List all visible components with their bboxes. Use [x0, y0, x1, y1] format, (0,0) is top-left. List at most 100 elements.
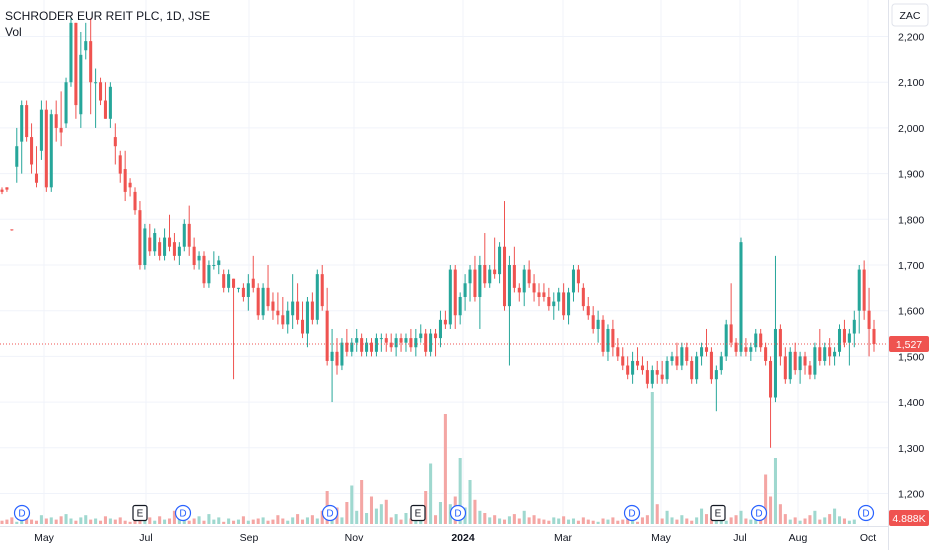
- volume-bar: [251, 519, 255, 524]
- volume-bar: [650, 392, 654, 524]
- candle-body: [438, 319, 442, 339]
- volume-bar: [778, 504, 782, 524]
- volume-bar: [670, 517, 674, 524]
- candle-body: [645, 370, 649, 384]
- volume-bar: [438, 502, 442, 524]
- candle-body: [355, 338, 359, 343]
- candle-body: [89, 41, 93, 83]
- candle-body: [488, 269, 492, 284]
- volume-bar: [483, 513, 487, 524]
- volume-bar: [232, 520, 236, 524]
- volume-bar: [645, 515, 649, 524]
- candle-body: [320, 274, 324, 307]
- earnings-marker: E: [710, 504, 726, 522]
- candle-body: [680, 347, 684, 366]
- currency-box: [891, 3, 929, 27]
- volume-bar: [852, 519, 856, 524]
- candle-body: [621, 356, 625, 366]
- volume-bar: [542, 519, 546, 524]
- candle-body: [207, 265, 211, 284]
- last-price-label: 1,527: [896, 339, 922, 351]
- volume-bar: [833, 508, 837, 524]
- volume-bar: [0, 520, 4, 524]
- dividend-circle: [13, 504, 31, 522]
- volume-bar: [488, 517, 492, 524]
- volume-bar: [266, 520, 270, 524]
- time-axis[interactable]: May Jul Sep Nov 2024 Mar May Jul Aug Oct: [0, 526, 888, 545]
- candle-body: [261, 287, 265, 316]
- candle-body: [222, 274, 226, 288]
- candle-body: [729, 324, 733, 343]
- candle-body: [670, 356, 674, 361]
- candle-body: [286, 310, 290, 325]
- price-tick-label: 1,300: [898, 443, 924, 455]
- volume-bar: [54, 519, 58, 524]
- dividend-letter: D: [179, 509, 186, 520]
- volume-bar: [148, 517, 152, 524]
- volume-bar: [108, 518, 112, 524]
- volume-bar: [74, 520, 78, 524]
- volume-bar: [478, 510, 482, 524]
- candle-body: [404, 338, 408, 343]
- volume-bar: [611, 517, 615, 524]
- volume-bar: [473, 499, 477, 524]
- candle-body: [20, 105, 24, 142]
- dividend-letter: D: [454, 509, 461, 520]
- candle-body: [764, 347, 768, 361]
- candle-body: [419, 333, 423, 339]
- volume-bar: [719, 519, 723, 524]
- volume-bar: [842, 518, 846, 524]
- candle-body: [606, 328, 610, 352]
- dividend-circle: [623, 504, 641, 522]
- volume-bar: [434, 515, 438, 524]
- volume-bar: [103, 516, 107, 524]
- candle-body: [586, 306, 590, 316]
- volume-bar: [828, 514, 832, 524]
- candle-body: [434, 333, 438, 339]
- volume-bar: [793, 517, 797, 524]
- volume-bar: [769, 496, 773, 524]
- candle-body: [808, 365, 812, 375]
- volume-bar: [246, 520, 250, 524]
- candle-body: [631, 360, 635, 375]
- volume-indicator-label[interactable]: Vol: [5, 25, 22, 39]
- time-tick-label: May: [651, 532, 672, 544]
- candle-body: [54, 114, 58, 128]
- candle-body: [842, 328, 846, 343]
- volume-bar: [49, 517, 53, 524]
- earnings-marker: E: [132, 504, 148, 522]
- candle-body: [84, 41, 88, 51]
- candle-body: [232, 278, 236, 288]
- currency-label: ZAC: [900, 10, 921, 22]
- candlesticks: [0, 18, 876, 448]
- candle-body: [591, 315, 595, 329]
- candle-body: [562, 292, 566, 316]
- candle-body: [813, 347, 817, 375]
- dividend-circle: [321, 504, 339, 522]
- candle-body: [650, 370, 654, 384]
- price-axis[interactable]: 1,200 1,300 1,400 1,500 1,600 1,700 1,800 1,900…: [888, 0, 930, 550]
- candle-body: [690, 360, 694, 380]
- earnings-marker: E: [410, 504, 426, 522]
- candle-body: [128, 182, 132, 188]
- volume-bar: [305, 517, 309, 524]
- candle-body: [773, 328, 777, 398]
- candle-body: [724, 324, 728, 357]
- volume-bar: [685, 518, 689, 524]
- candle-body: [542, 292, 546, 297]
- volume-bar: [236, 519, 241, 524]
- candle-body: [305, 301, 309, 334]
- candle-body: [507, 265, 511, 307]
- candle-body: [453, 269, 457, 316]
- volume-bar: [709, 518, 713, 524]
- candle-body: [281, 315, 285, 325]
- volume-bar: [276, 515, 280, 524]
- volume-bar: [527, 517, 531, 524]
- candle-body: [596, 319, 600, 329]
- volume-bar: [59, 516, 63, 524]
- candle-body: [251, 278, 255, 288]
- volume-bar: [320, 510, 324, 524]
- candle-body: [246, 283, 250, 297]
